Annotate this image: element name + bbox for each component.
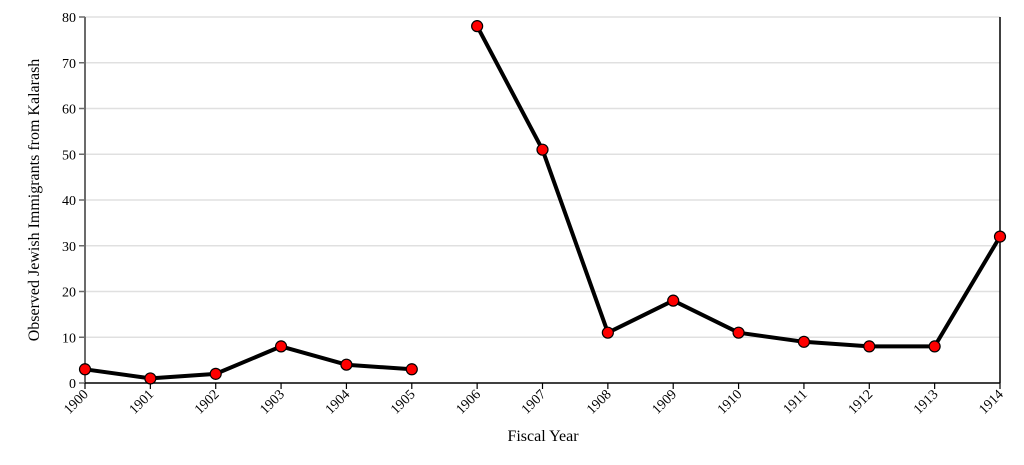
x-axis: 1900 1901 1902 1903 1904 1905 1906 1907 1908 1909… (61, 382, 1007, 418)
data-point-1903 (274, 340, 288, 353)
y-tick-label: 40 (62, 194, 76, 209)
data-point-1902 (209, 367, 222, 380)
data-point-1914 (993, 230, 1007, 243)
x-tick-label: 1910 (715, 387, 745, 417)
y-tick-label: 60 (62, 103, 76, 118)
y-tick-label: 80 (62, 11, 76, 26)
data-point-1907 (536, 143, 549, 156)
data-point-1911 (797, 335, 811, 348)
x-tick-label: 1906 (454, 387, 484, 417)
data-point-1909 (667, 294, 680, 307)
data-point-1904 (340, 358, 353, 371)
x-axis-title: Fiscal Year (507, 428, 579, 445)
data-point-1913 (928, 340, 941, 353)
y-tick-label: 30 (62, 240, 76, 255)
data-point-1905 (405, 363, 418, 376)
x-tick-label: 1913 (911, 387, 941, 417)
x-tick-label: 1900 (61, 387, 91, 417)
data-point-1906 (471, 20, 484, 33)
data-point-1901 (144, 372, 157, 385)
x-tick-label: 1911 (781, 387, 811, 417)
data-point-1908 (601, 326, 614, 339)
data-point-1910 (732, 326, 745, 339)
x-tick-label: 1903 (257, 387, 287, 417)
y-axis-title: Observed Jewish Immigrants from Kalarash (26, 59, 43, 342)
x-tick-label: 1902 (192, 387, 222, 417)
y-tick-label: 20 (62, 286, 76, 301)
y-tick-label: 0 (69, 377, 76, 392)
x-tick-label: 1909 (650, 387, 680, 417)
x-tick-label: 1914 (976, 387, 1006, 417)
y-tick-label: 50 (62, 148, 76, 163)
y-tick-label: 10 (62, 331, 76, 346)
x-tick-label: 1908 (584, 387, 614, 417)
x-tick-label: 1905 (388, 387, 418, 417)
x-tick-label: 1901 (127, 387, 157, 417)
gridlines (85, 16, 1000, 338)
data-point-1912 (863, 340, 876, 353)
series-line (475, 24, 1002, 349)
series (78, 20, 1007, 385)
y-tick-label: 70 (62, 57, 76, 72)
x-tick-label: 1904 (323, 387, 353, 417)
data-point-1900 (78, 363, 92, 376)
x-tick-label: 1912 (846, 387, 876, 417)
y-axis: 0 10 20 30 40 50 60 70 80 (62, 11, 1001, 392)
series-line (83, 344, 414, 381)
x-tick-label: 1907 (519, 387, 549, 417)
